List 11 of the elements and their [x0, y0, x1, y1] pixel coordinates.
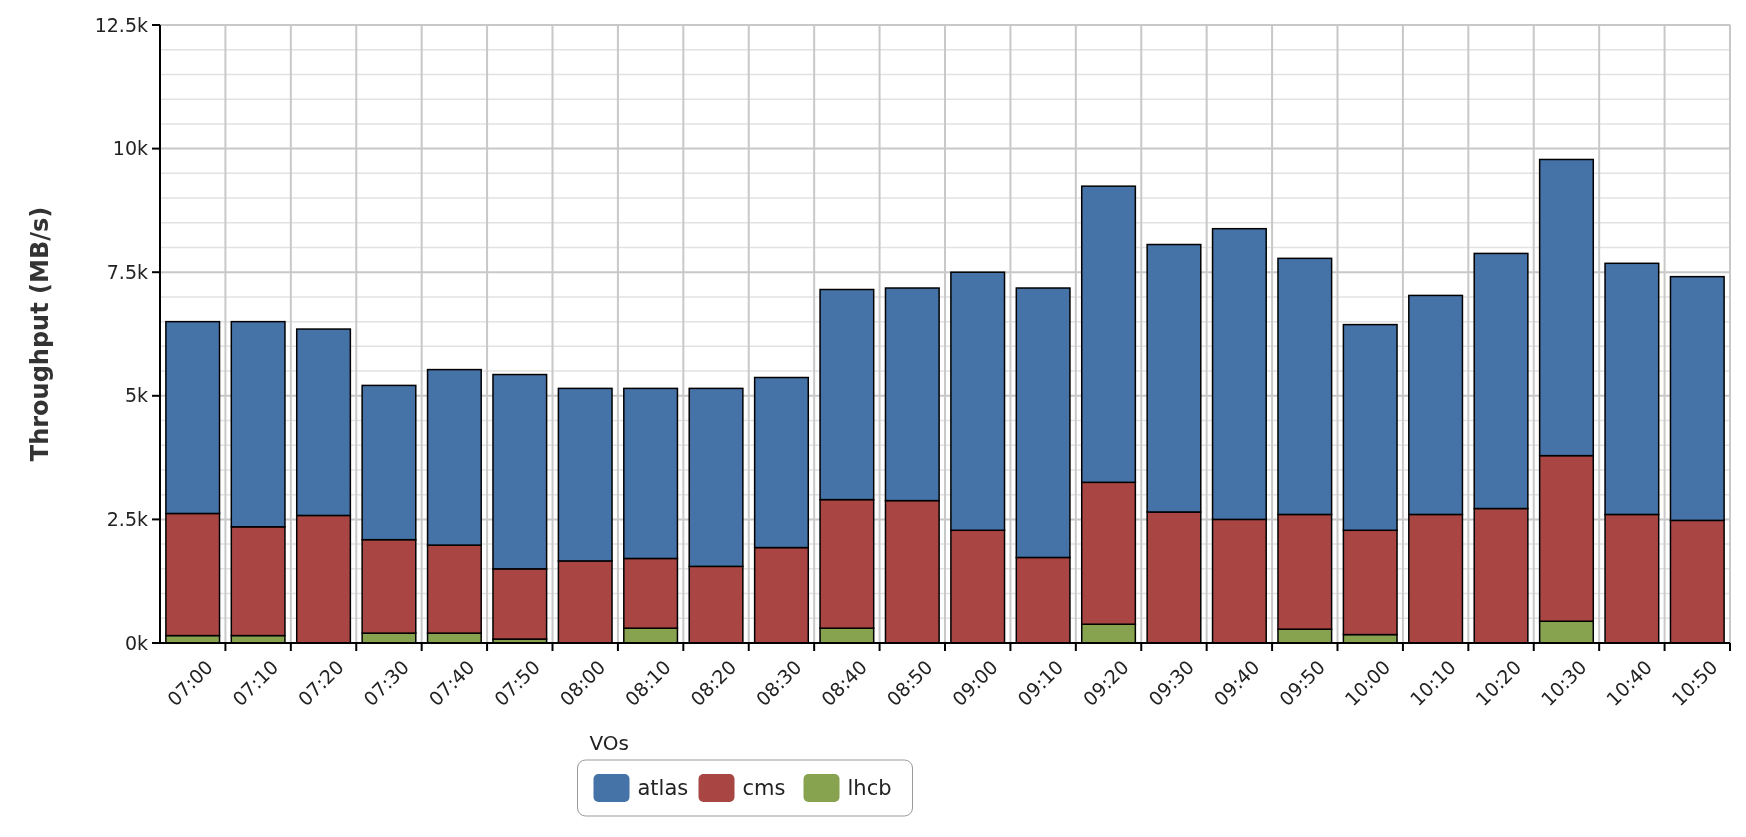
y-tick-label: 10k: [112, 137, 148, 160]
y-tick-label: 7.5k: [106, 260, 148, 283]
legend-label: cms: [742, 776, 786, 801]
legend-label: atlas: [637, 776, 689, 801]
legend-label: lhcb: [847, 776, 892, 801]
y-tick-label: 0k: [124, 631, 148, 654]
y-tick-label: 5k: [124, 384, 148, 407]
y-axis-title: Throughput (MB/s): [26, 206, 54, 462]
legend-title: VOs: [589, 731, 629, 755]
y-tick-label: 2.5k: [106, 508, 148, 531]
y-tick-label: 12.5k: [94, 13, 148, 36]
